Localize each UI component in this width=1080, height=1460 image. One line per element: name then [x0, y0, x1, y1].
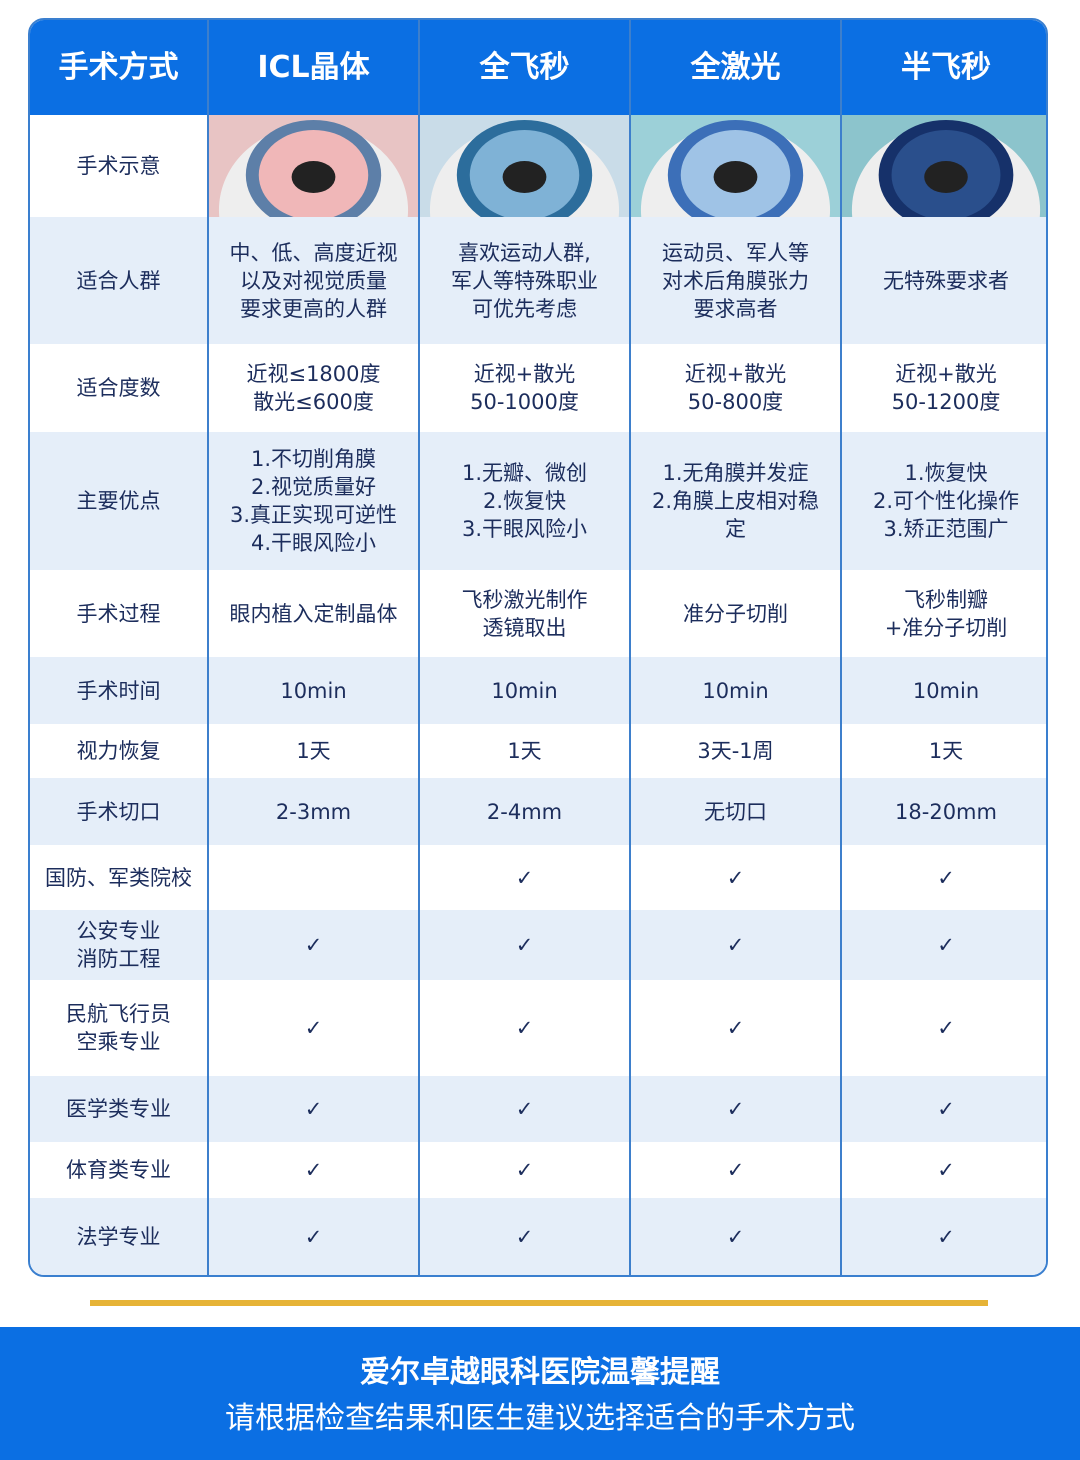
table-cell: 近视+散光 50-1000度	[418, 344, 629, 432]
row-label: 主要优点	[30, 432, 207, 570]
table-cell: 近视+散光 50-1200度	[840, 344, 1046, 432]
check-icon: ✓	[207, 910, 418, 980]
table-cell: 近视≤1800度 散光≤600度	[207, 344, 418, 432]
table-cell: 1.无角膜并发症 2.角膜上皮相对稳 定	[629, 432, 840, 570]
table-cell: 2-4mm	[418, 778, 629, 845]
check-icon: ✓	[840, 1198, 1046, 1275]
check-icon: ✓	[418, 980, 629, 1076]
row-label: 医学类专业	[30, 1076, 207, 1142]
eye-surgery-illustration	[629, 115, 840, 217]
eye-surgery-illustration	[207, 115, 418, 217]
row-label: 民航飞行员 空乘专业	[30, 980, 207, 1076]
check-icon: ✓	[840, 845, 1046, 910]
table-cell: 10min	[840, 657, 1046, 724]
table-cell: 1.无瓣、微创 2.恢复快 3.干眼风险小	[418, 432, 629, 570]
header-cell: 手术方式	[30, 20, 207, 115]
row-label: 手术时间	[30, 657, 207, 724]
footer-title: 爱尔卓越眼科医院温馨提醒	[360, 1355, 720, 1390]
check-icon: ✓	[840, 980, 1046, 1076]
row-label: 适合人群	[30, 217, 207, 344]
table-cell: 2-3mm	[207, 778, 418, 845]
header-cell: 全激光	[629, 20, 840, 115]
divider-line	[90, 1300, 988, 1306]
check-icon: ✓	[840, 1142, 1046, 1198]
check-icon: ✓	[629, 1142, 840, 1198]
table-cell: 1.恢复快 2.可个性化操作 3.矫正范围广	[840, 432, 1046, 570]
table-cell: 运动员、军人等 对术后角膜张力 要求高者	[629, 217, 840, 344]
check-icon: ✓	[418, 1198, 629, 1275]
table-cell: 1天	[418, 724, 629, 778]
table-cell: 眼内植入定制晶体	[207, 570, 418, 657]
table-cell: 18-20mm	[840, 778, 1046, 845]
table-cell: 飞秒激光制作 透镜取出	[418, 570, 629, 657]
table-cell	[207, 845, 418, 910]
table-cell: 3天-1周	[629, 724, 840, 778]
table-cell: 10min	[418, 657, 629, 724]
check-icon: ✓	[418, 910, 629, 980]
row-label: 手术示意	[30, 115, 207, 217]
table-cell: 1天	[840, 724, 1046, 778]
eye-surgery-illustration	[840, 115, 1046, 217]
check-icon: ✓	[629, 1076, 840, 1142]
check-icon: ✓	[840, 1076, 1046, 1142]
table-cell: 喜欢运动人群, 军人等特殊职业 可优先考虑	[418, 217, 629, 344]
check-icon: ✓	[418, 845, 629, 910]
comparison-table: 手术方式 ICL晶体 全飞秒 全激光 半飞秒手术示意 适合人群 中、低、高度近视 以及对视觉…	[28, 18, 1048, 1277]
check-icon: ✓	[207, 1198, 418, 1275]
row-label: 视力恢复	[30, 724, 207, 778]
header-cell: 半飞秒	[840, 20, 1046, 115]
row-label: 法学专业	[30, 1198, 207, 1275]
row-label: 适合度数	[30, 344, 207, 432]
header-cell: 全飞秒	[418, 20, 629, 115]
check-icon: ✓	[207, 1076, 418, 1142]
table-cell: 近视+散光 50-800度	[629, 344, 840, 432]
check-icon: ✓	[207, 1142, 418, 1198]
table-cell: 10min	[207, 657, 418, 724]
footer-banner: 爱尔卓越眼科医院温馨提醒 请根据检查结果和医生建议选择适合的手术方式	[0, 1327, 1080, 1460]
footer-subtitle: 请根据检查结果和医生建议选择适合的手术方式	[225, 1401, 855, 1436]
table-cell: 准分子切削	[629, 570, 840, 657]
table-cell: 10min	[629, 657, 840, 724]
check-icon: ✓	[629, 910, 840, 980]
check-icon: ✓	[207, 980, 418, 1076]
table-cell: 飞秒制瓣 +准分子切削	[840, 570, 1046, 657]
check-icon: ✓	[629, 1198, 840, 1275]
row-label: 手术过程	[30, 570, 207, 657]
check-icon: ✓	[629, 845, 840, 910]
check-icon: ✓	[840, 910, 1046, 980]
row-label: 国防、军类院校	[30, 845, 207, 910]
row-label: 手术切口	[30, 778, 207, 845]
table-cell: 无特殊要求者	[840, 217, 1046, 344]
header-cell: ICL晶体	[207, 20, 418, 115]
eye-surgery-illustration	[418, 115, 629, 217]
table-cell: 1.不切削角膜 2.视觉质量好 3.真正实现可逆性 4.干眼风险小	[207, 432, 418, 570]
table-cell: 无切口	[629, 778, 840, 845]
check-icon: ✓	[418, 1076, 629, 1142]
table-cell: 1天	[207, 724, 418, 778]
check-icon: ✓	[418, 1142, 629, 1198]
row-label: 体育类专业	[30, 1142, 207, 1198]
row-label: 公安专业 消防工程	[30, 910, 207, 980]
check-icon: ✓	[629, 980, 840, 1076]
table-cell: 中、低、高度近视 以及对视觉质量 要求更高的人群	[207, 217, 418, 344]
